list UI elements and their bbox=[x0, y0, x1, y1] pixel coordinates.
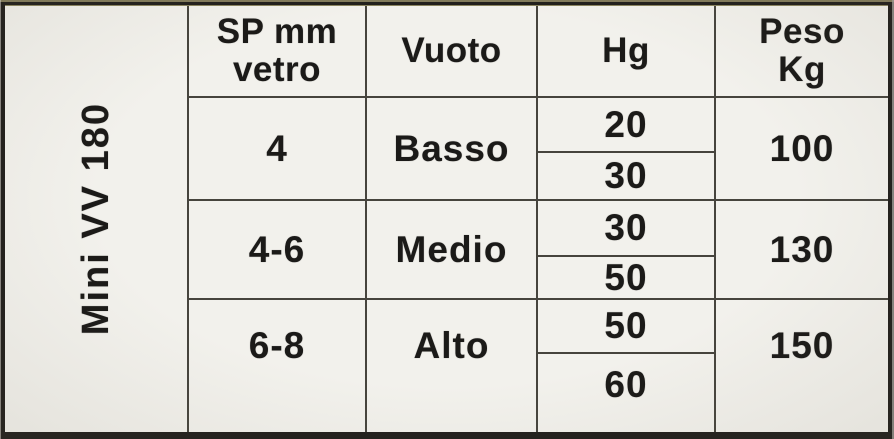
model-label: Mini VV 180 bbox=[74, 102, 117, 336]
header-sp-mm-vetro: SP mm vetro bbox=[189, 6, 365, 96]
cell-peso-row3: 150 bbox=[716, 300, 888, 432]
cell-hg-row2-b: 50 bbox=[538, 257, 714, 298]
photo-top-edge bbox=[0, 0, 894, 2]
cell-peso-row2: 130 bbox=[716, 201, 888, 298]
cell-vuoto-row2: Medio bbox=[367, 201, 536, 298]
photo-left-edge bbox=[0, 0, 1, 439]
cell-hg-row3-a: 50 bbox=[538, 300, 714, 352]
cell-hg-row1-a: 20 bbox=[538, 98, 714, 151]
cell-peso-row1: 100 bbox=[716, 98, 888, 199]
cell-vuoto-row3: Alto bbox=[367, 300, 536, 432]
cell-hg-row3-b: 60 bbox=[538, 354, 714, 432]
cell-hg-row1-b: 30 bbox=[538, 153, 714, 199]
cell-sp-row2: 4-6 bbox=[189, 201, 365, 298]
cell-vuoto-row1: Basso bbox=[367, 98, 536, 199]
model-label-cell: Mini VV 180 bbox=[5, 6, 187, 432]
header-vuoto: Vuoto bbox=[367, 6, 536, 96]
cell-sp-row3: 6-8 bbox=[189, 300, 365, 432]
cell-hg-row2-a: 30 bbox=[538, 201, 714, 255]
photo-right-edge bbox=[892, 0, 894, 439]
cell-sp-row1: 4 bbox=[189, 98, 365, 199]
spec-table: Mini VV 180 SP mm vetro Vuoto Hg Peso Kg… bbox=[5, 5, 888, 432]
header-peso-kg: Peso Kg bbox=[716, 6, 888, 96]
header-hg: Hg bbox=[538, 6, 714, 96]
